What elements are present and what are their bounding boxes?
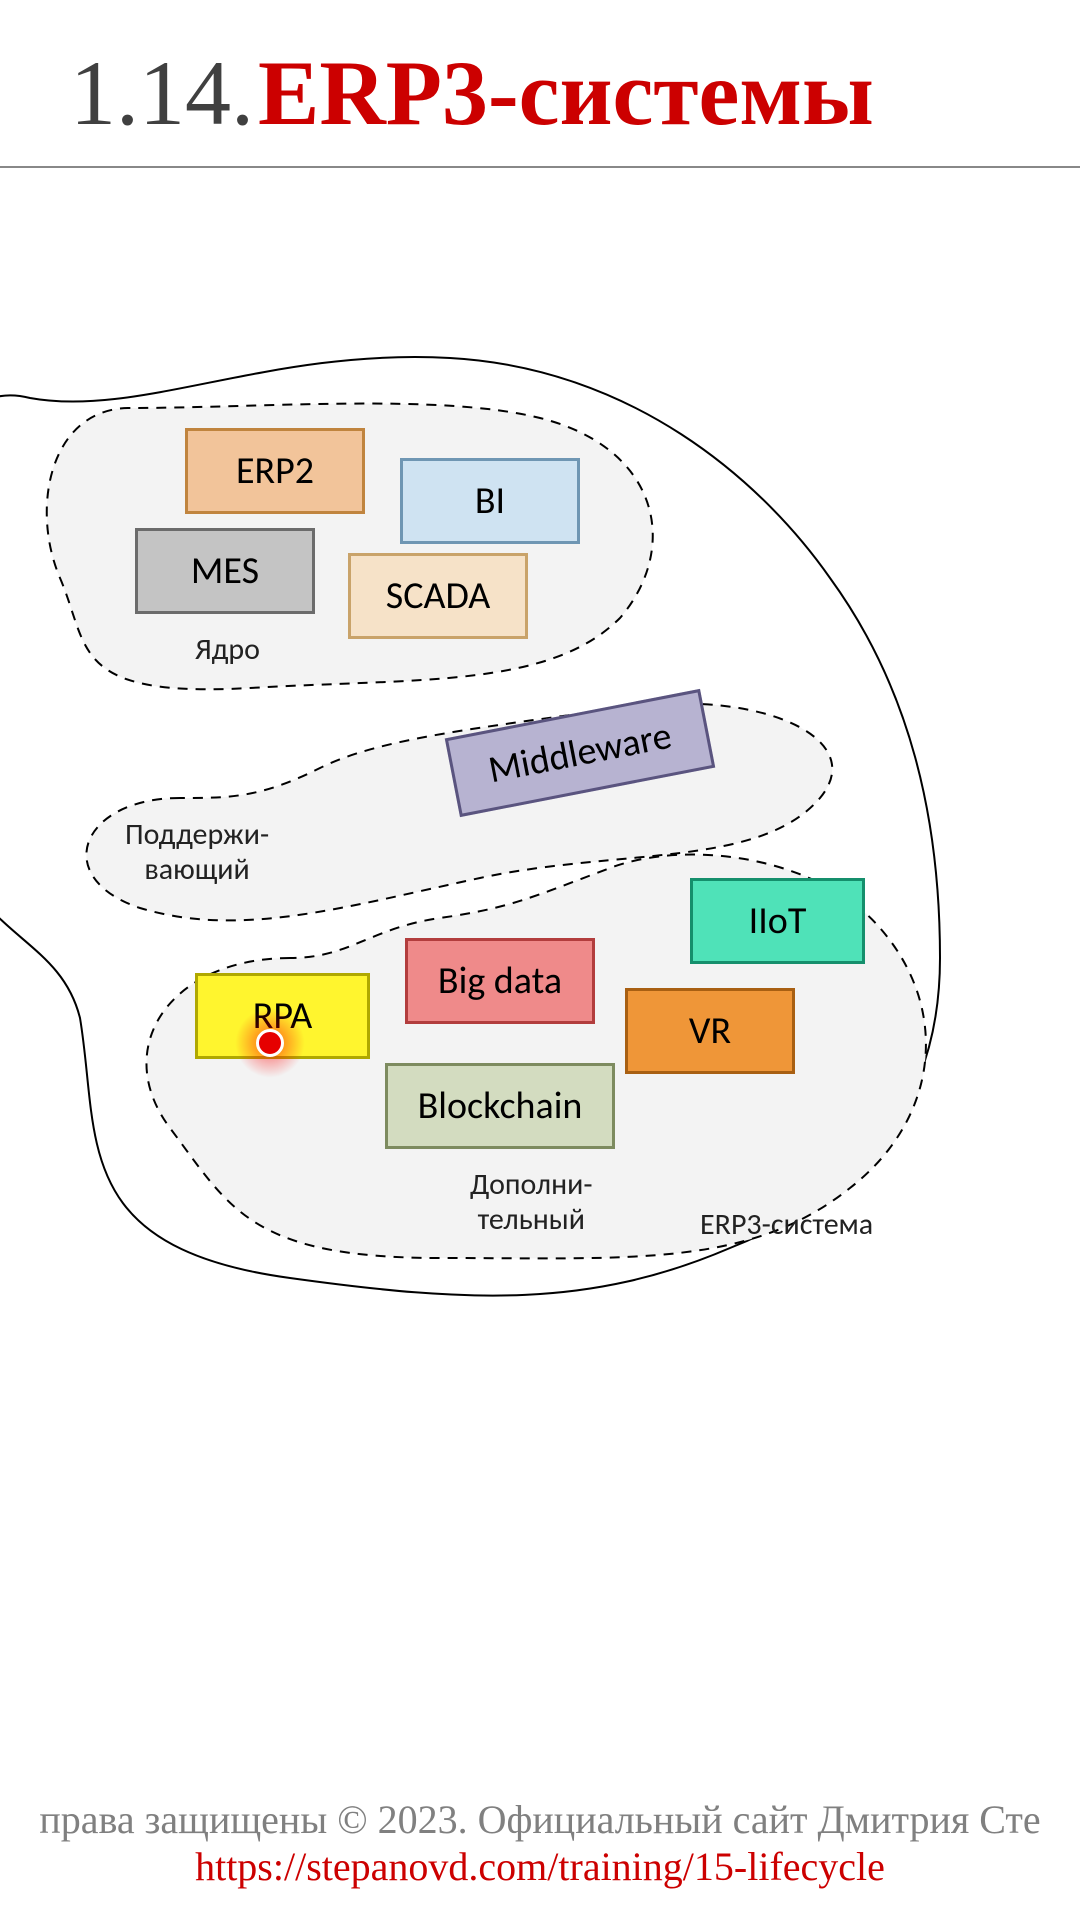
- box-label: BI: [475, 478, 505, 524]
- box-vr: VR: [625, 988, 795, 1074]
- box-label: ERP2: [236, 448, 314, 494]
- label-outer: ERP3-система: [700, 1208, 873, 1243]
- footer-copyright: права защищены © 2023. Официальный сайт …: [0, 1796, 1080, 1843]
- title-number: 1.14.: [70, 42, 254, 144]
- box-iiot: IIoT: [690, 878, 865, 964]
- box-mes: MES: [135, 528, 315, 614]
- box-label: Blockchain: [418, 1083, 583, 1129]
- box-erp2: ERP2: [185, 428, 365, 514]
- box-label: MES: [191, 548, 259, 594]
- diagram-canvas: ERP2 BI MES SCADA Middleware IIoT Big da…: [0, 168, 1080, 1568]
- label-core: Ядро: [195, 633, 260, 668]
- label-support: Поддержи- вающий: [125, 818, 269, 887]
- page-title: 1.14. ERP3-системы: [0, 0, 1080, 166]
- footer: права защищены © 2023. Официальный сайт …: [0, 1796, 1080, 1890]
- label-extra: Дополни- тельный: [470, 1168, 593, 1237]
- footer-link[interactable]: https://stepanovd.com/training/15-lifecy…: [0, 1843, 1080, 1890]
- box-bigdata: Big data: [405, 938, 595, 1024]
- box-label: SCADA: [386, 573, 491, 619]
- box-rpa: RPA: [195, 973, 370, 1059]
- title-text: ERP3-системы: [258, 42, 874, 144]
- box-bi: BI: [400, 458, 580, 544]
- box-blockchain: Blockchain: [385, 1063, 615, 1149]
- box-label: VR: [689, 1008, 731, 1054]
- box-label: Big data: [438, 958, 562, 1004]
- box-scada: SCADA: [348, 553, 528, 639]
- box-label: IIoT: [749, 898, 807, 944]
- box-label: RPA: [253, 993, 312, 1039]
